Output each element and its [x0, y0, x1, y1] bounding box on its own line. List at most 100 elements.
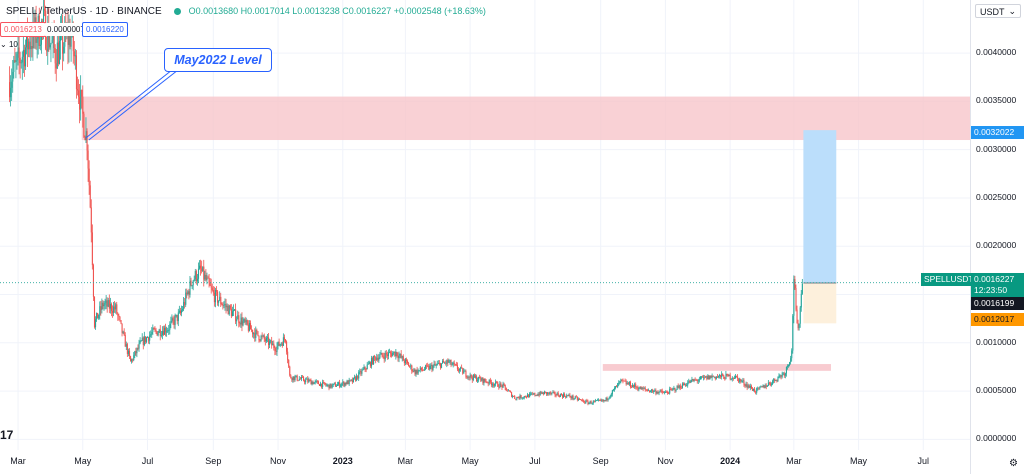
- candle-body: [798, 323, 800, 329]
- candle-body: [252, 329, 254, 335]
- candle-body: [342, 381, 344, 384]
- candle-body: [80, 89, 82, 110]
- candle-body: [772, 381, 774, 384]
- candle-body: [299, 378, 301, 380]
- candle-body: [159, 329, 161, 336]
- candle-body: [367, 363, 369, 365]
- candle-body: [347, 380, 349, 385]
- candle-body: [322, 382, 324, 387]
- candle-body: [778, 375, 780, 378]
- sell-price-chip[interactable]: 0.0016213: [0, 22, 46, 37]
- candle-body: [249, 323, 252, 330]
- candle-body: [575, 396, 577, 398]
- candle-body: [416, 369, 418, 374]
- candle-body: [317, 381, 319, 385]
- candle-body: [540, 391, 542, 394]
- candle-body: [404, 359, 407, 364]
- candle-body: [105, 300, 107, 303]
- candle-body: [675, 389, 677, 391]
- candle-body: [50, 42, 52, 45]
- candle-body: [446, 360, 448, 364]
- candle-body: [682, 383, 685, 386]
- candle-body: [204, 274, 206, 280]
- candle-body: [142, 337, 144, 345]
- candle-body: [36, 38, 38, 43]
- candle-body: [388, 352, 391, 354]
- candle-body: [784, 373, 786, 376]
- candle-body: [539, 391, 541, 396]
- candle-body: [344, 382, 346, 386]
- candle-body: [231, 311, 234, 317]
- candle-body: [571, 395, 573, 399]
- x-tick-label: May: [74, 456, 92, 466]
- candle-body: [132, 359, 134, 361]
- candle-body: [86, 131, 88, 151]
- candle-body: [382, 355, 384, 357]
- candle-body: [764, 385, 766, 388]
- candle-body: [626, 382, 628, 385]
- candle-body: [574, 396, 576, 399]
- tradingview-logo[interactable]: 17: [0, 428, 14, 442]
- candle-body: [141, 337, 143, 341]
- candle-body: [710, 375, 712, 378]
- candle-body: [48, 25, 50, 48]
- candle-body: [737, 376, 739, 379]
- buy-price-chip[interactable]: 0.0016220: [82, 22, 128, 37]
- candle-body: [91, 232, 93, 266]
- candle-body: [73, 51, 75, 57]
- candle-body: [120, 320, 122, 324]
- symbol-title[interactable]: SPELL / TetherUS · 1D · BINANCE: [6, 5, 162, 17]
- candle-body: [414, 369, 416, 375]
- candle-body: [730, 378, 732, 380]
- candle-body: [287, 351, 289, 360]
- gear-icon[interactable]: ⚙: [1009, 458, 1018, 469]
- candle-body: [494, 384, 496, 386]
- candle-body: [481, 377, 483, 381]
- candle-body: [378, 357, 380, 361]
- candle-body: [199, 265, 201, 269]
- candle-body: [89, 185, 91, 208]
- candle-body: [413, 369, 415, 372]
- candle-body: [117, 313, 119, 316]
- candle-body: [429, 365, 431, 370]
- candle-body: [604, 400, 606, 401]
- x-tick-label: Mar: [786, 456, 802, 466]
- candle-body: [488, 379, 490, 384]
- candle-body: [133, 355, 135, 361]
- volume-indicator[interactable]: ⌄ 10: [0, 40, 18, 49]
- candle-body: [517, 397, 519, 398]
- candle-body: [755, 391, 757, 393]
- candle-body: [466, 376, 468, 378]
- candle-body: [236, 319, 238, 322]
- candle-body: [269, 341, 271, 345]
- candle-body: [681, 383, 683, 389]
- price-chart[interactable]: [0, 0, 970, 474]
- candle-body: [564, 394, 566, 397]
- candle-body: [172, 318, 174, 320]
- x-tick-label: Jul: [529, 456, 541, 466]
- currency-selector[interactable]: USDT ⌄: [975, 4, 1021, 18]
- candle-body: [639, 386, 641, 389]
- candle-body: [420, 367, 422, 370]
- candle-body: [435, 364, 437, 366]
- candle-body: [412, 371, 414, 372]
- candle-body: [90, 207, 92, 233]
- candle-body: [118, 315, 120, 317]
- candle-body: [503, 383, 505, 385]
- candle-body: [52, 32, 54, 41]
- y-tick-label: 0.0010000: [976, 336, 1017, 347]
- annotation-callout[interactable]: May2022 Level: [164, 48, 272, 72]
- candle-body: [18, 47, 20, 58]
- candle-body: [305, 379, 307, 383]
- candle-body: [348, 379, 350, 385]
- candle-body: [570, 397, 572, 399]
- candle-body: [511, 392, 513, 397]
- candle-body: [760, 386, 762, 388]
- candle-body: [491, 384, 494, 386]
- price-axis[interactable]: [970, 0, 1024, 474]
- candle-body: [395, 351, 397, 357]
- candle-body: [658, 391, 660, 394]
- candle-body: [590, 401, 592, 404]
- candle-body: [20, 62, 22, 64]
- candle-body: [359, 371, 361, 373]
